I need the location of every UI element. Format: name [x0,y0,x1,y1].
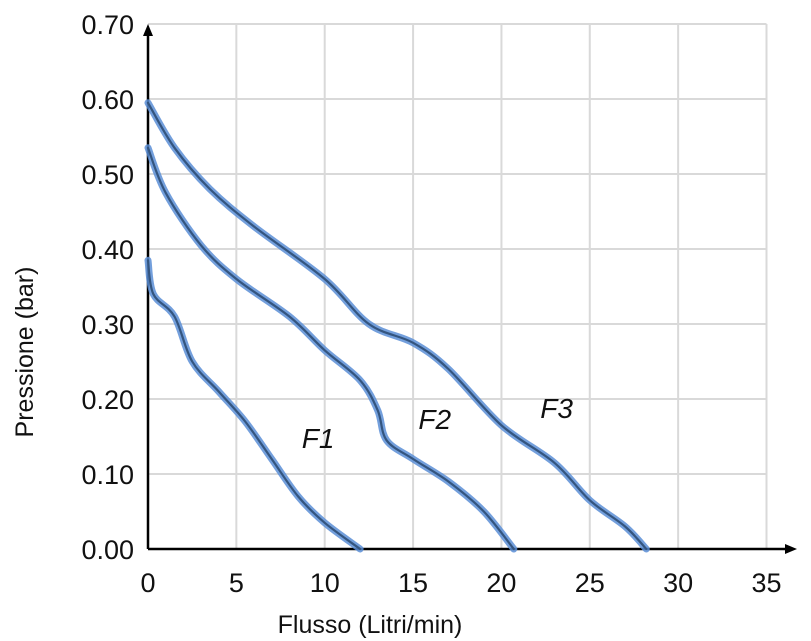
x-tick-label: 35 [751,568,781,598]
y-tick-label: 0.20 [81,385,134,415]
x-tick-label: 5 [229,568,244,598]
grid [148,23,768,549]
curve-f3-line [144,99,650,553]
x-tick-label: 10 [310,568,340,598]
x-tick-label: 20 [486,568,516,598]
curve-f3-core [146,101,648,551]
x-tick-label: 0 [140,568,155,598]
y-tick-label: 0.30 [81,310,134,340]
x-tick-label: 25 [575,568,605,598]
x-tick-label: 30 [663,568,693,598]
y-axis-arrow-icon [143,24,153,36]
y-tick-label: 0.70 [81,10,134,40]
curve-f1-core [146,259,362,551]
y-tick-labels: 0.00 0.10 0.20 0.30 0.40 0.50 0.60 0.70 [81,10,134,565]
x-tick-labels: 0 5 10 15 20 25 30 35 [140,568,781,598]
x-axis-title: Flusso (Litri/min) [278,611,463,639]
curve-f2-label: F2 [418,404,451,435]
y-tick-label: 0.40 [81,235,134,265]
x-axis-arrow-icon [785,544,797,554]
y-tick-label: 0.60 [81,85,134,115]
y-tick-label: 0.00 [81,535,134,565]
curve-f1-line [144,256,364,553]
curves [144,99,650,553]
curve-f1-label: F1 [302,423,335,454]
axes [143,24,797,554]
y-tick-label: 0.50 [81,160,134,190]
curve-f3-label: F3 [540,393,573,424]
y-axis-title: Pressione (bar) [11,267,39,438]
y-tick-label: 0.10 [81,460,134,490]
curve-f2-core [146,146,515,551]
curve-labels: F1 F2 F3 [302,393,574,454]
x-tick-label: 15 [398,568,428,598]
